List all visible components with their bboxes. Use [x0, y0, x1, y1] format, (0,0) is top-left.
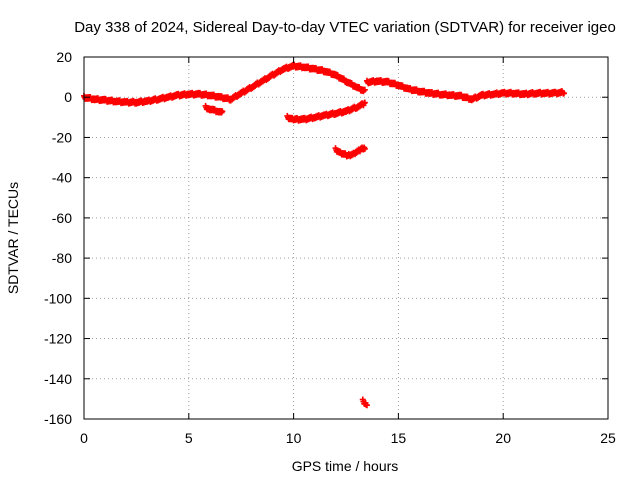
x-tick-label: 0: [80, 430, 88, 446]
x-tick-label: 20: [495, 430, 511, 446]
series-late-track: [363, 77, 567, 104]
plot-frame: [83, 56, 609, 420]
x-tick-label: 10: [286, 430, 302, 446]
x-tick-label: 5: [185, 430, 193, 446]
y-tick-label: 0: [64, 89, 72, 105]
chart-title: Day 338 of 2024, Sidereal Day-to-day VTE…: [74, 19, 616, 36]
y-tick-label: -80: [52, 250, 72, 266]
series-outlier: [359, 396, 370, 409]
y-tick-label: -140: [44, 371, 72, 387]
y-tick-label: 20: [56, 49, 72, 65]
series-lower-track: [284, 99, 368, 124]
data-layer: [81, 61, 567, 409]
y-tick-label: -100: [44, 290, 72, 306]
series-short-dip: [202, 102, 226, 116]
grid-layer: [84, 57, 608, 419]
tick-layer: 0 5 10 15 20 25 20 0 -20 -40 -60 -80 -100 -120 -140 -16…: [44, 49, 616, 446]
y-tick-label: -40: [52, 170, 72, 186]
y-tick-label: -20: [52, 129, 72, 145]
y-tick-label: -60: [52, 210, 72, 226]
y-tick-label: -120: [44, 331, 72, 347]
x-tick-label: 25: [600, 430, 616, 446]
y-tick-label: -160: [44, 411, 72, 427]
x-axis-label: GPS time / hours: [292, 458, 399, 474]
series-deep-dip: [332, 144, 368, 160]
y-axis-label: SDTVAR / TECUs: [5, 182, 21, 294]
series-main-track: [81, 61, 368, 107]
x-tick-label: 15: [391, 430, 407, 446]
